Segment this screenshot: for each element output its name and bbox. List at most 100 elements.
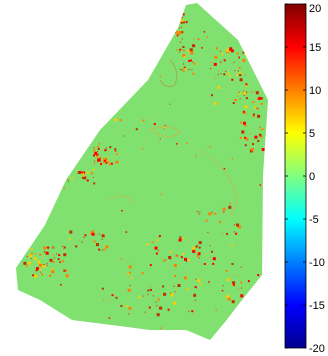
anomaly-speckle	[252, 115, 255, 118]
anomaly-speckle	[157, 249, 159, 251]
anomaly-speckle	[241, 130, 245, 134]
anomaly-speckle	[90, 101, 92, 104]
anomaly-speckle	[109, 150, 111, 151]
anomaly-speckle	[174, 18, 178, 22]
anomaly-speckle	[239, 98, 241, 100]
anomaly-speckle	[120, 258, 122, 260]
anomaly-speckle	[245, 84, 247, 87]
anomaly-speckle	[214, 55, 218, 59]
anomaly-speckle	[52, 254, 54, 256]
anomaly-speckle	[242, 110, 245, 113]
anomaly-speckle	[193, 313, 195, 315]
anomaly-speckle	[71, 177, 74, 179]
anomaly-speckle	[195, 245, 198, 248]
anomaly-speckle	[261, 97, 263, 100]
anomaly-speckle	[183, 63, 185, 65]
anomaly-speckle	[96, 153, 99, 156]
anomaly-speckle	[115, 160, 119, 164]
anomaly-speckle	[151, 241, 154, 244]
anomaly-speckle	[231, 300, 235, 304]
anomaly-speckle	[227, 278, 231, 282]
anomaly-speckle	[23, 261, 27, 265]
anomaly-speckle	[242, 59, 246, 62]
anomaly-speckle	[184, 25, 186, 27]
anomaly-speckle	[155, 301, 157, 303]
anomaly-speckle	[79, 46, 81, 49]
colorbar: 20 15 10 5 0 -5 -10 -15 -20	[284, 3, 325, 355]
anomaly-speckle	[244, 124, 247, 127]
anomaly-speckle	[198, 246, 201, 249]
anomaly-speckle	[240, 74, 242, 76]
anomaly-speckle	[221, 53, 224, 56]
anomaly-speckle	[26, 255, 28, 257]
anomaly-speckle	[28, 261, 32, 265]
anomaly-speckle	[93, 149, 96, 152]
anomaly-speckle	[68, 181, 70, 183]
anomaly-speckle	[196, 63, 198, 65]
anomaly-speckle	[171, 23, 175, 27]
anomaly-speckle	[65, 98, 67, 100]
anomaly-speckle	[214, 212, 217, 215]
anomaly-speckle	[180, 256, 183, 259]
anomaly-speckle	[93, 154, 95, 157]
anomaly-speckle	[33, 257, 37, 261]
anomaly-speckle	[241, 138, 243, 140]
anomaly-speckle	[176, 143, 178, 145]
anomaly-speckle	[181, 38, 183, 40]
anomaly-speckle	[174, 275, 177, 277]
anomaly-speckle	[193, 293, 197, 297]
anomaly-speckle	[197, 252, 199, 254]
anomaly-speckle	[235, 98, 238, 101]
anomaly-speckle	[254, 140, 256, 142]
anomaly-speckle	[144, 137, 146, 139]
anomaly-speckle	[257, 114, 261, 118]
anomaly-speckle	[252, 294, 254, 296]
anomaly-speckle	[34, 274, 38, 278]
anomaly-speckle	[67, 179, 69, 181]
anomaly-speckle	[92, 168, 95, 171]
anomaly-speckle	[240, 281, 243, 284]
anomaly-speckle	[103, 248, 106, 251]
anomaly-speckle	[179, 41, 181, 43]
anomaly-speckle	[159, 138, 161, 140]
anomaly-speckle	[259, 184, 261, 186]
anomaly-speckle	[94, 151, 98, 155]
anomaly-speckle	[201, 47, 203, 49]
anomaly-speckle	[120, 110, 122, 112]
anomaly-speckle	[152, 54, 154, 56]
anomaly-speckle	[197, 303, 199, 305]
anomaly-speckle	[105, 245, 109, 249]
anomaly-speckle	[75, 245, 78, 248]
anomaly-speckle	[27, 246, 29, 248]
anomaly-speckle	[106, 159, 109, 162]
anomaly-speckle	[46, 264, 48, 266]
anomaly-speckle	[86, 179, 89, 182]
anomaly-speckle	[233, 224, 235, 226]
anomaly-speckle	[120, 305, 123, 307]
anomaly-speckle	[93, 163, 95, 165]
anomaly-speckle	[156, 313, 160, 317]
anomaly-speckle	[203, 31, 206, 33]
anomaly-speckle	[108, 317, 111, 319]
anomaly-speckle	[159, 75, 162, 78]
colorbar-tick-label: 15	[309, 42, 321, 54]
anomaly-speckle	[176, 20, 178, 21]
anomaly-speckle	[128, 271, 131, 274]
anomaly-speckle	[231, 78, 234, 81]
anomaly-speckle	[77, 170, 79, 171]
anomaly-speckle	[102, 148, 104, 150]
anomaly-speckle	[172, 16, 174, 18]
anomaly-speckle	[34, 253, 36, 255]
anomaly-speckle	[171, 24, 173, 26]
anomaly-speckle	[97, 145, 100, 148]
anomaly-speckle	[81, 241, 83, 243]
anomaly-speckle	[244, 105, 248, 109]
anomaly-speckle	[125, 231, 128, 233]
anomaly-speckle	[127, 288, 131, 292]
anomaly-speckle	[232, 275, 234, 277]
anomaly-speckle	[211, 227, 213, 229]
anomaly-speckle	[101, 234, 105, 238]
anomaly-speckle	[91, 232, 95, 236]
anomaly-speckle	[82, 172, 85, 175]
anomaly-speckle	[28, 265, 30, 267]
